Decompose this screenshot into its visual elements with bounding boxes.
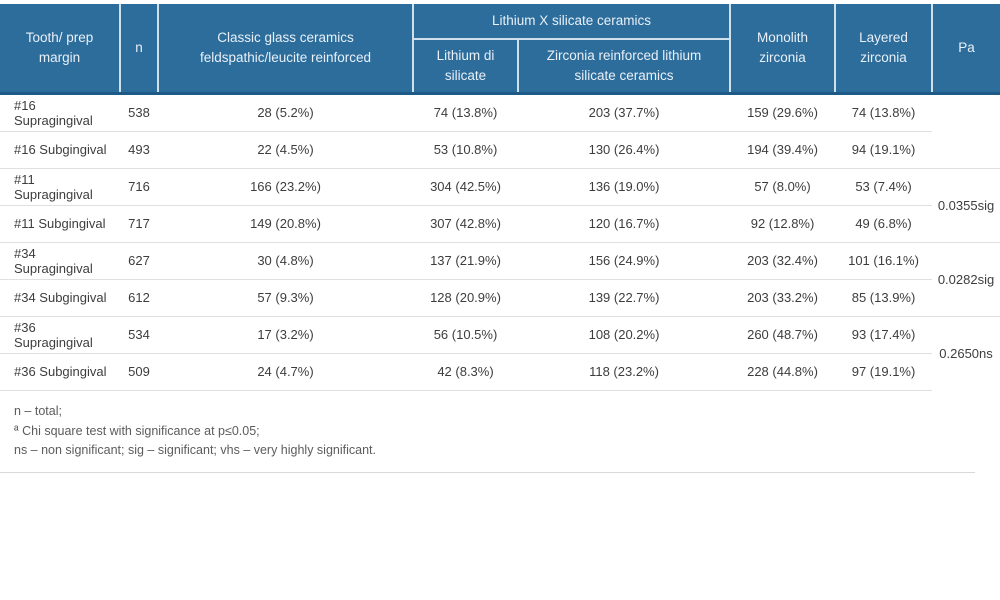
table-row: #16 Subgingival 493 22 (4.5%) 53 (10.8%)… — [0, 131, 1000, 169]
footnote-significance-legend: ns – non significant; sig – significant;… — [14, 443, 376, 457]
footnote-chi-square: ª Chi square test with significance at p… — [14, 423, 260, 438]
table-row: #16 Supragingival 538 28 (5.2%) 74 (13.8… — [0, 93, 1000, 169]
cell-layered: 49 (6.8%) — [835, 205, 933, 243]
cell-monolith: 203 (32.4%) — [730, 242, 836, 280]
cell-tooth: #36 Supragingival — [0, 316, 120, 354]
cell-classic: 17 (3.2%) — [158, 316, 413, 354]
header-classic-glass-ceramics: Classic glass ceramics feldspathic/leuci… — [157, 4, 413, 95]
cell-layered: 97 (19.1%) — [835, 353, 933, 391]
cell-lithium-di: 53 (10.8%) — [413, 131, 518, 169]
cell-zr-lithium: 130 (26.4%) — [518, 131, 731, 169]
cell-lithium-di: 42 (8.3%) — [413, 353, 518, 391]
cell-classic: 24 (4.7%) — [158, 353, 413, 391]
cell-layered: 101 (16.1%) — [835, 242, 933, 280]
cell-zr-lithium: 203 (37.7%) — [518, 93, 731, 132]
cell-n: 612 — [120, 279, 158, 317]
cell-classic: 22 (4.5%) — [158, 131, 413, 169]
table-footnotes: n – total; ª Chi square test with signif… — [14, 402, 376, 461]
cell-monolith: 92 (12.8%) — [730, 205, 836, 243]
cell-monolith: 57 (8.0%) — [730, 168, 836, 206]
cell-layered: 53 (7.4%) — [835, 168, 933, 206]
header-pa: Pa — [931, 4, 1000, 95]
cell-lithium-di: 137 (21.9%) — [413, 242, 518, 280]
cell-monolith: 194 (39.4%) — [730, 131, 836, 169]
cell-classic: 28 (5.2%) — [158, 93, 413, 132]
cell-tooth: #36 Subgingival — [0, 353, 120, 391]
header-n: n — [119, 4, 158, 95]
cell-layered: 74 (13.8%) — [835, 93, 933, 132]
table-row: #11 Subgingival 717 149 (20.8%) 307 (42.… — [0, 205, 1000, 243]
cell-classic: 30 (4.8%) — [158, 242, 413, 280]
cell-monolith: 203 (33.2%) — [730, 279, 836, 317]
cell-tooth: #34 Supragingival — [0, 242, 120, 280]
cell-n: 716 — [120, 168, 158, 206]
cell-zr-lithium: 139 (22.7%) — [518, 279, 731, 317]
cell-lithium-di: 56 (10.5%) — [413, 316, 518, 354]
cell-tooth: #11 Subgingival — [0, 205, 120, 243]
cell-lithium-di: 307 (42.8%) — [413, 205, 518, 243]
cell-n: 509 — [120, 353, 158, 391]
ceramics-distribution-table: Tooth/ prep margin n Classic glass ceram… — [0, 4, 1000, 391]
cell-monolith: 159 (29.6%) — [730, 93, 836, 132]
table-row: #36 Supragingival 534 17 (3.2%) 56 (10.5… — [0, 316, 1000, 390]
cell-n: 627 — [120, 242, 158, 280]
cell-n: 538 — [120, 93, 158, 132]
header-layered-zirconia: Layered zirconia — [834, 4, 933, 95]
table-header: Tooth/ prep margin n Classic glass ceram… — [0, 4, 1000, 95]
bottom-divider — [0, 472, 975, 473]
cell-n: 493 — [120, 131, 158, 169]
cell-n: 717 — [120, 205, 158, 243]
table-row: #11 Supragingival 716 166 (23.2%) 304 (4… — [0, 168, 1000, 243]
cell-zr-lithium: 118 (23.2%) — [518, 353, 731, 391]
cell-monolith: 228 (44.8%) — [730, 353, 836, 391]
header-zirconia-reinforced-lithium: Zirconia reinforced lithium silicate cer… — [516, 39, 731, 95]
cell-n: 534 — [120, 316, 158, 354]
footnote-n-total: n – total; — [14, 404, 62, 418]
cell-pa-group-34: 0.0282sig — [932, 242, 1000, 317]
cell-pa-group-11: 0.0355sig — [932, 168, 1000, 243]
table-row: #34 Supragingival 627 30 (4.8%) 137 (21.… — [0, 242, 1000, 317]
cell-pa-group-36: 0.2650ns — [932, 316, 1000, 390]
cell-zr-lithium: 120 (16.7%) — [518, 205, 731, 243]
cell-lithium-di: 128 (20.9%) — [413, 279, 518, 317]
header-monolith-zirconia: Monolith zirconia — [729, 4, 836, 95]
header-lithium-x-silicate-group: Lithium X silicate ceramics — [411, 4, 731, 40]
cell-layered: 94 (19.1%) — [835, 131, 933, 169]
cell-zr-lithium: 108 (20.2%) — [518, 316, 731, 354]
table-row: #36 Subgingival 509 24 (4.7%) 42 (8.3%) … — [0, 353, 1000, 391]
cell-monolith: 260 (48.7%) — [730, 316, 836, 354]
cell-classic: 57 (9.3%) — [158, 279, 413, 317]
cell-classic: 149 (20.8%) — [158, 205, 413, 243]
table-body: #16 Supragingival 538 28 (5.2%) 74 (13.8… — [0, 93, 1000, 391]
header-tooth-prep-margin: Tooth/ prep margin — [0, 4, 120, 95]
cell-zr-lithium: 156 (24.9%) — [518, 242, 731, 280]
cell-layered: 85 (13.9%) — [835, 279, 933, 317]
cell-tooth: #34 Subgingival — [0, 279, 120, 317]
cell-lithium-di: 304 (42.5%) — [413, 168, 518, 206]
cell-classic: 166 (23.2%) — [158, 168, 413, 206]
table-row: #34 Subgingival 612 57 (9.3%) 128 (20.9%… — [0, 279, 1000, 317]
cell-lithium-di: 74 (13.8%) — [413, 93, 518, 132]
cell-pa-group-16 — [932, 93, 1000, 169]
cell-tooth: #16 Supragingival — [0, 93, 120, 132]
cell-layered: 93 (17.4%) — [835, 316, 933, 354]
header-lithium-di-silicate: Lithium di silicate — [412, 39, 518, 95]
cell-tooth: #16 Subgingival — [0, 131, 120, 169]
cell-tooth: #11 Supragingival — [0, 168, 120, 206]
cell-zr-lithium: 136 (19.0%) — [518, 168, 731, 206]
